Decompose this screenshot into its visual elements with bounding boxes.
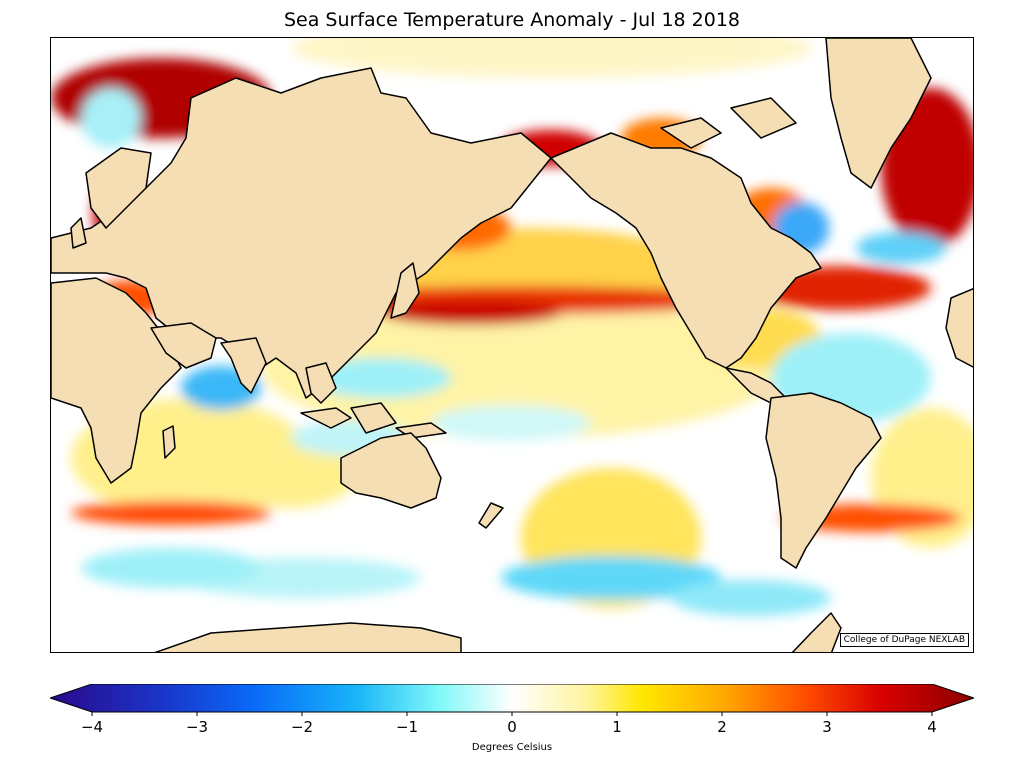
south-america-land	[765, 392, 882, 569]
colorbar-body	[50, 684, 974, 713]
antarctic-peninsula-land	[791, 612, 842, 652]
colorbar-tick-label: 4	[927, 718, 937, 736]
japan-land	[390, 262, 420, 319]
map-title: Sea Surface Temperature Anomaly - Jul 18…	[283, 9, 741, 31]
australia-land	[340, 432, 442, 509]
uk-land	[70, 217, 87, 249]
colorbar-tick-label: 3	[822, 718, 832, 736]
colorbar	[50, 684, 974, 716]
arctic-island-land	[660, 117, 722, 149]
colorbar-tick-label: −1	[395, 718, 419, 736]
north-america-land	[550, 132, 822, 369]
land-masses	[51, 38, 973, 652]
madagascar-land	[162, 425, 176, 459]
borneo-land	[350, 402, 397, 434]
colorbar-tick-label: −3	[185, 718, 209, 736]
colorbar-tick-label: −4	[80, 718, 104, 736]
sst-anomaly-map: College of DuPage NEXLAB	[50, 37, 974, 653]
indochina-land	[305, 362, 337, 404]
colorbar-tick-label: −2	[290, 718, 314, 736]
antarctica-land	[154, 622, 462, 652]
map-canvas	[51, 38, 973, 652]
colorbar-tick-label: 1	[612, 718, 622, 736]
africa-land	[51, 277, 182, 484]
colorbar-ticks	[91, 712, 933, 716]
sumatra-land	[300, 407, 352, 429]
west-africa-europe-land	[945, 288, 973, 368]
colorbar-label: Degrees Celsius	[471, 742, 553, 753]
colorbar-tick-label: 0	[507, 718, 517, 736]
scandinavia-land	[85, 147, 152, 229]
arabia-land	[150, 322, 217, 369]
new-zealand-land	[478, 502, 504, 529]
india-land	[220, 337, 267, 394]
credit-label: College of DuPage NEXLAB	[839, 633, 969, 647]
greenland-land	[825, 38, 932, 189]
baffin-island-land	[730, 97, 797, 139]
colorbar-tick-label: 2	[717, 718, 727, 736]
